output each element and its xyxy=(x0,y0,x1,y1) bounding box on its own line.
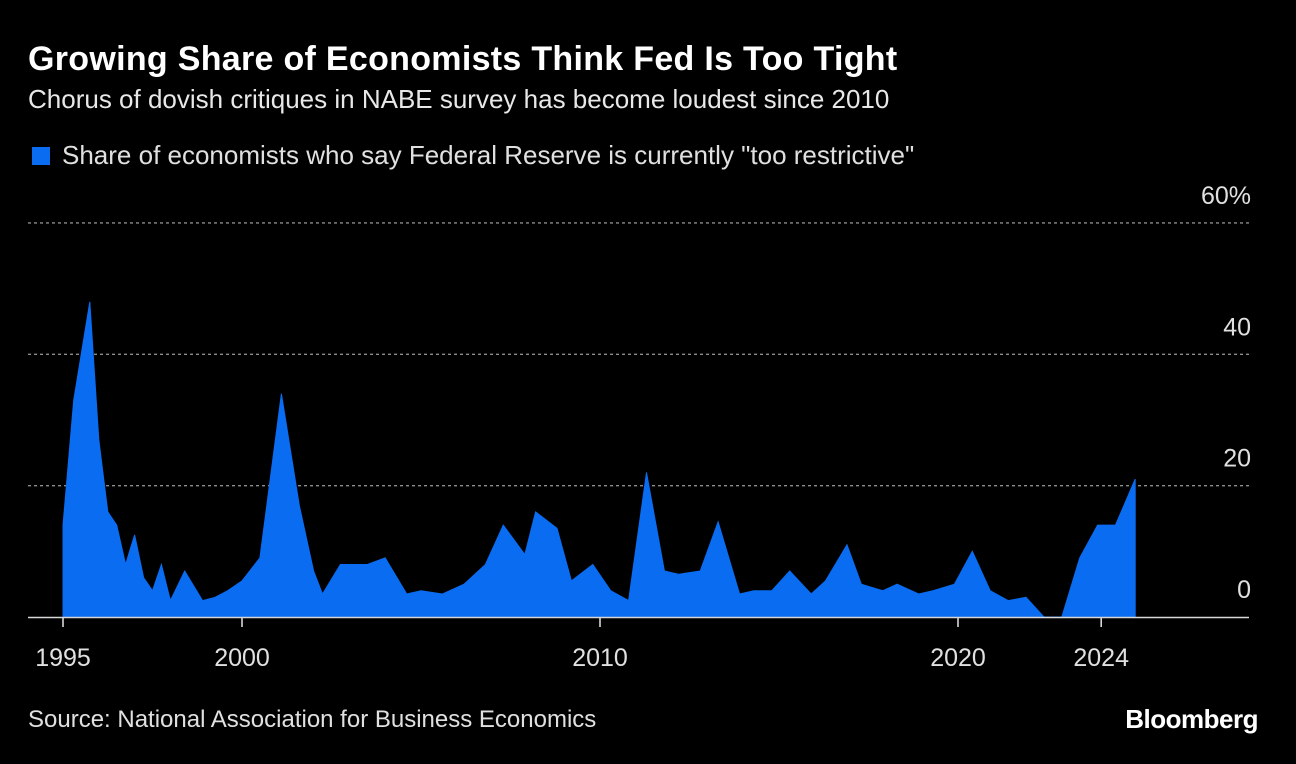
x-tick-label-2000: 2000 xyxy=(214,644,270,672)
x-tick-label-1995: 1995 xyxy=(35,644,91,672)
legend: Share of economists who say Federal Rese… xyxy=(32,140,914,171)
y-tick-label-0: 0 xyxy=(1237,576,1251,604)
y-tick-label-60: 60% xyxy=(1201,182,1251,210)
bloomberg-logo: Bloomberg xyxy=(1125,704,1258,734)
source-note: Source: National Association for Busines… xyxy=(28,706,597,733)
y-tick-label-20: 20 xyxy=(1223,445,1251,473)
chart-subtitle: Chorus of dovish critiques in NABE surve… xyxy=(28,84,890,114)
x-tick-label-2024: 2024 xyxy=(1073,644,1129,672)
y-axis-labels: 0 20 40 60% xyxy=(1201,182,1251,604)
x-tick-label-2020: 2020 xyxy=(930,644,986,672)
chart-title: Growing Share of Economists Think Fed Is… xyxy=(28,40,898,78)
legend-swatch xyxy=(32,146,50,165)
x-tick-label-2010: 2010 xyxy=(572,644,628,672)
y-tick-label-40: 40 xyxy=(1223,313,1251,341)
area-fill xyxy=(62,301,1136,618)
x-axis: 1995 2000 2010 2020 2024 xyxy=(28,616,1249,672)
area-series xyxy=(62,301,1136,618)
grid-lines xyxy=(28,222,1249,487)
legend-label: Share of economists who say Federal Rese… xyxy=(62,140,915,170)
